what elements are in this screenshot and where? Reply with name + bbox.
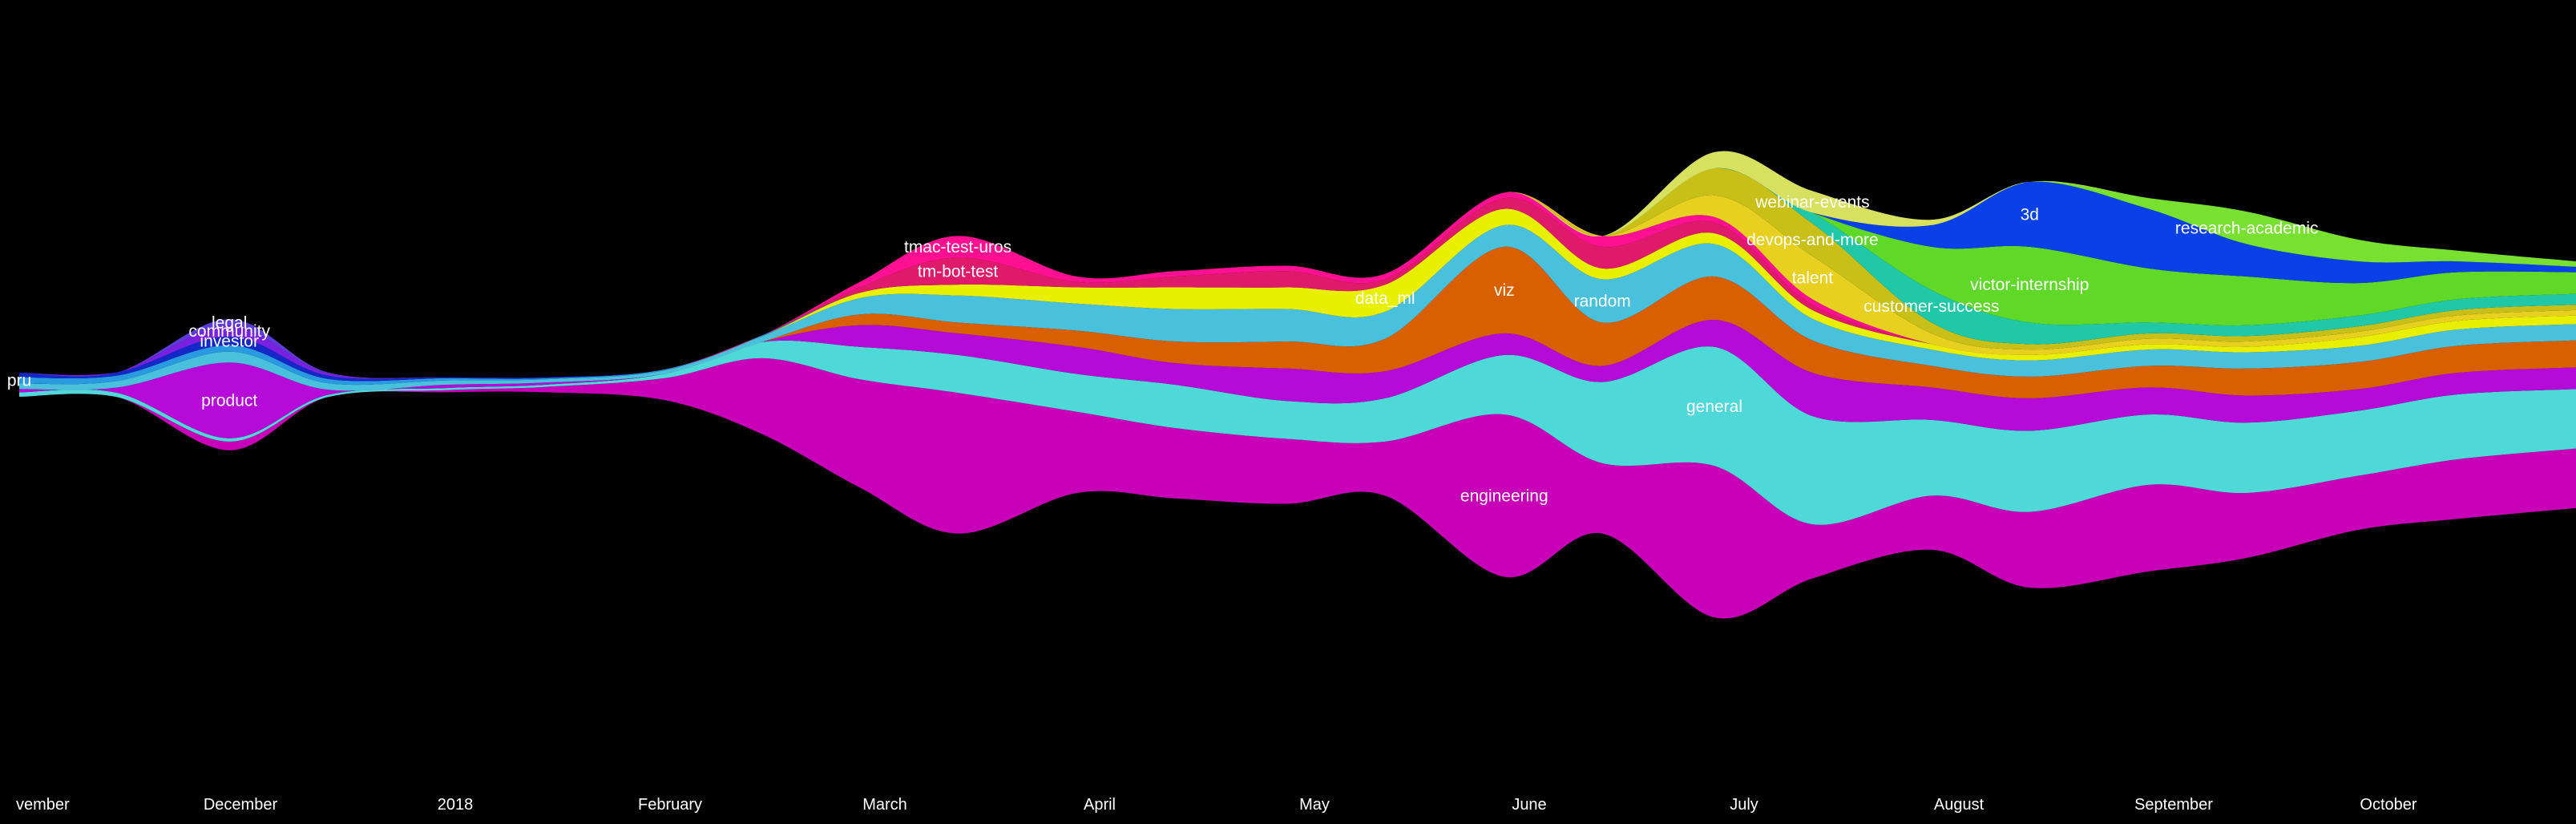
x-tick-label: September <box>2134 796 2213 814</box>
stream-label-pru: pru <box>7 372 31 390</box>
x-tick-label: October <box>2360 796 2417 814</box>
stream-layer-general <box>19 340 2576 525</box>
stream-label-data_ml: data_ml <box>1355 289 1415 308</box>
x-tick-label: December <box>204 796 278 814</box>
stream-label-general: general <box>1686 398 1742 416</box>
x-axis: vember December 2018 February March April May J… <box>16 796 2417 814</box>
x-tick-label: April <box>1084 796 1116 814</box>
x-tick-label: 2018 <box>438 796 474 814</box>
stream-label-product: product <box>201 392 257 410</box>
stream-label-random: random <box>1574 292 1631 310</box>
stream-layer-victor-internship <box>19 168 2576 378</box>
stream-label-research-academic: research-academic <box>2175 219 2319 237</box>
x-tick-label: May <box>1299 796 1330 814</box>
x-tick-label: March <box>862 796 907 814</box>
stream-label-legal: legal <box>212 313 247 332</box>
x-tick-label: June <box>1512 796 1546 814</box>
x-tick-label: August <box>1934 796 1984 814</box>
stream-label-tm-bot-test: tm-bot-test <box>918 262 999 281</box>
x-tick-label: July <box>1730 796 1758 814</box>
stream-layer-engineering <box>19 357 2576 619</box>
stream-layer-devops-and-more <box>19 168 2576 378</box>
stream-label-investor: investor <box>200 332 259 350</box>
stream-layer-viz <box>19 246 2576 398</box>
stream-layer-product <box>19 319 2576 438</box>
stream-layer-data_ml <box>19 208 2576 386</box>
stream-label-webinar-events: webinar-events <box>1754 193 1869 212</box>
x-tick-label: vember <box>16 796 70 814</box>
stream-label-3d: 3d <box>2021 205 2039 224</box>
stream-label-customer-success: customer-success <box>1863 297 1999 316</box>
stream-label-viz: viz <box>1494 281 1515 300</box>
stream-label-tmac-test-uros: tmac-test-uros <box>904 238 1011 256</box>
stream-label-community: community <box>188 322 270 341</box>
stream-labels: engineering product pru investorcommunityle… <box>7 193 2319 506</box>
stream-label-victor-internship: victor-internship <box>1970 276 2089 294</box>
stream-label-engineering: engineering <box>1460 487 1548 505</box>
stream-label-devops-and-more: devops-and-more <box>1746 231 1879 249</box>
x-tick-label: February <box>638 796 702 814</box>
stream-layers <box>19 151 2576 619</box>
stream-label-talent: talent <box>1792 269 1834 287</box>
